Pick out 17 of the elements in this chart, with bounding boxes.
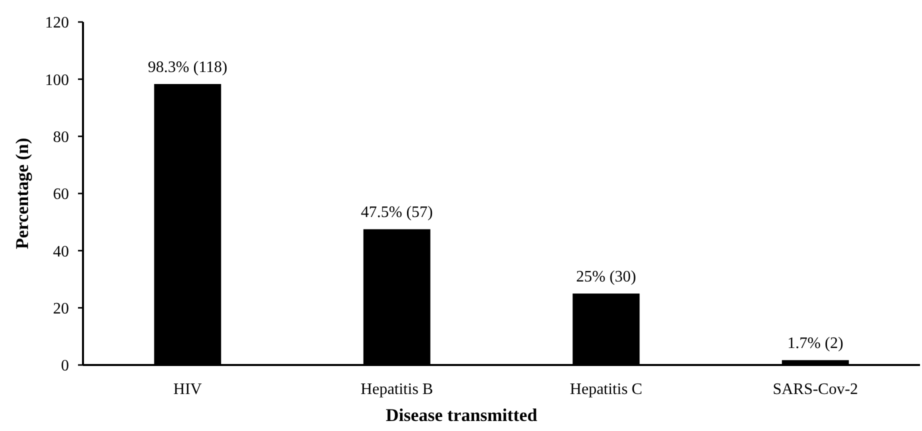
y-tick-label: 0 <box>61 358 69 375</box>
x-tick-label: Hepatitis B <box>360 381 434 398</box>
x-tick-label: HIV <box>173 381 202 398</box>
y-tick-label: 20 <box>53 300 69 318</box>
y-tick-label: 80 <box>53 128 69 146</box>
y-axis-title: Percentage (n) <box>12 138 32 250</box>
y-tick-label: 120 <box>45 14 69 32</box>
data-label: 47.5% (57) <box>360 204 433 222</box>
x-tick-label: SARS-Cov-2 <box>772 381 858 398</box>
data-label: 25% (30) <box>576 268 636 286</box>
y-tick-label: 100 <box>45 72 69 89</box>
data-label: 98.3% (118) <box>148 59 228 76</box>
data-label: 1.7% (2) <box>787 335 844 352</box>
x-tick-label: Hepatitis C <box>570 381 642 398</box>
y-tick-label: 60 <box>53 186 69 204</box>
x-axis-title: Disease transmitted <box>386 405 538 425</box>
y-tick-label: 40 <box>53 243 69 260</box>
